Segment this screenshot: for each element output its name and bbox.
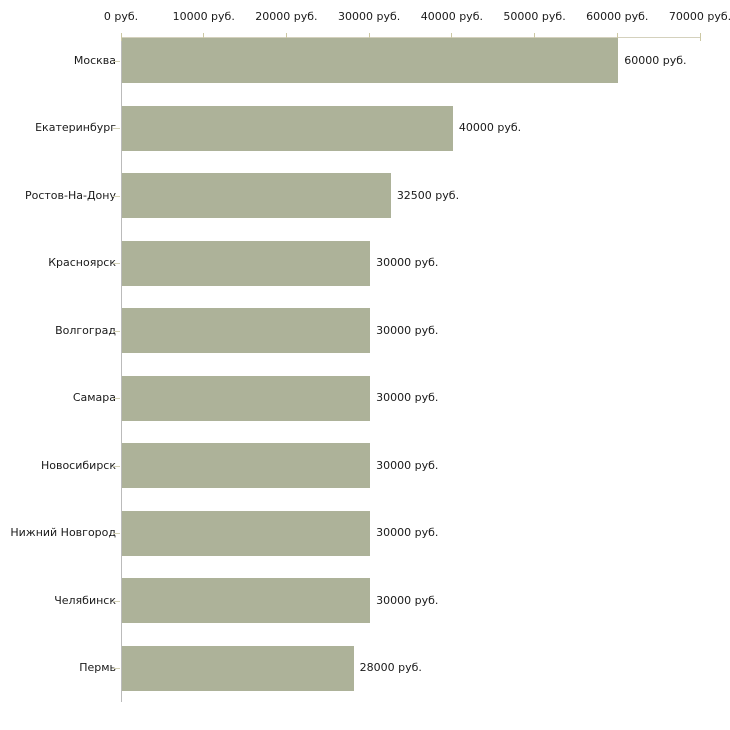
x-axis-tick-label: 60000 руб. [586,10,649,23]
bar-value-label: 32500 руб. [396,188,460,202]
category-label: Челябинск [54,593,116,607]
bar [122,173,391,218]
x-axis-tick [203,33,205,41]
bar-value-label: 30000 руб. [376,323,439,337]
bar [122,510,371,556]
bar-value-label: 30000 руб. [376,526,439,539]
bar-value-label: 30000 руб. [376,458,439,472]
y-axis-tick [113,60,120,62]
y-axis-tick [113,465,120,467]
y-axis-tick [113,195,120,197]
bar-value-label: 30000 руб. [376,391,439,404]
x-axis-tick [285,33,287,41]
bar [122,443,371,488]
y-axis-tick [113,128,120,129]
x-axis-tick [120,33,122,41]
x-axis-tick-label: 20000 руб. [255,10,318,23]
x-axis-tick [699,33,701,41]
category-label: Самара [72,391,116,404]
y-axis-tick [113,398,120,399]
x-axis-tick [616,33,618,41]
y-axis-tick [113,263,120,264]
x-axis-tick-label: 0 руб. [103,10,139,23]
category-label: Москва [73,53,116,67]
y-axis-line [121,37,122,702]
x-axis-tick-label: 40000 руб. [420,10,483,23]
category-label: Красноярск [48,256,116,269]
bar-value-label: 28000 руб. [359,661,422,674]
category-label: Ростов-На-Дону [24,188,116,202]
category-label: Волгоград [55,323,116,337]
x-axis-tick-label: 10000 руб. [172,10,235,23]
x-axis-tick [451,33,453,41]
bar [122,645,354,691]
bar-value-label: 60000 руб. [624,53,687,67]
x-axis-tick-label: 30000 руб. [338,10,401,23]
bar-value-label: 30000 руб. [376,256,439,269]
y-axis-tick [113,600,120,602]
category-label: Новосибирск [40,458,116,472]
bar [122,308,371,353]
x-axis-tick [534,33,536,41]
x-axis-tick-label: 50000 руб. [503,10,566,23]
y-axis-tick [113,330,120,332]
y-axis-tick [113,533,120,534]
bar [122,578,371,623]
x-axis-tick [368,33,370,41]
bar [122,375,371,421]
category-label: Нижний Новгород [10,526,116,539]
category-label: Пермь [79,661,116,674]
y-axis-tick [113,668,120,669]
x-axis-line [121,37,701,38]
x-axis-tick-label: 70000 руб. [668,10,730,23]
bar [122,105,453,151]
bar [122,38,619,83]
bar-value-label: 40000 руб. [458,121,522,134]
category-label: Екатеринбург [35,121,116,134]
bar-value-label: 30000 руб. [376,593,439,607]
bar [122,240,371,286]
